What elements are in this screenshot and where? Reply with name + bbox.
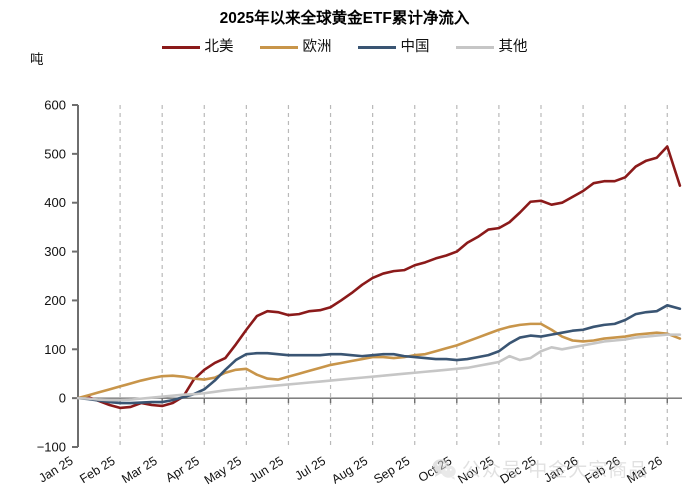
legend-label-other: 其他 [498, 39, 528, 55]
y-axis-unit-label: 吨 [30, 52, 44, 67]
x-axis-tick-label: Sep 25 [371, 454, 412, 487]
y-axis-tick-label: 500 [44, 146, 66, 161]
x-axis-tick-label: Mar 26 [624, 454, 664, 487]
x-axis-tick-label: Nov 25 [455, 454, 496, 487]
y-axis-tick-label: 400 [44, 195, 66, 210]
legend-item-other: 其他 [455, 39, 528, 55]
legend-swatch-china [357, 45, 396, 49]
page-title: 2025年以来全球黄金ETF累计净流入 [219, 10, 470, 27]
y-axis-tick-label: 0 [59, 391, 66, 406]
legend-swatch-other [455, 45, 494, 49]
x-axis-tick-label: Jun 25 [247, 454, 286, 486]
legend-item-north-america: 北美 [161, 39, 234, 55]
y-axis-tick-label: 100 [44, 342, 66, 357]
x-axis-tick-label: Feb 26 [582, 454, 622, 487]
x-axis-tick-label: Oct 25 [416, 454, 455, 485]
x-axis-tick-label: May 25 [202, 454, 244, 488]
x-axis-tick-label: Mar 25 [119, 454, 159, 487]
x-axis-tick-label: Apr 25 [163, 454, 202, 485]
y-axis-tick-label: 200 [44, 293, 66, 308]
y-axis-tick-label: −100 [37, 440, 66, 455]
y-axis-tick-label: 600 [44, 98, 66, 113]
legend-swatch-europe [259, 45, 298, 49]
chart-legend: 北美 欧洲 中国 其他 [0, 40, 689, 55]
legend-label-north-america: 北美 [204, 39, 234, 55]
x-axis-tick-label: Dec 25 [498, 454, 539, 487]
x-axis-tick-label: Jul 25 [292, 454, 328, 484]
x-axis-tick-label: Feb 25 [77, 454, 117, 487]
x-axis-tick-label: Jan 25 [36, 454, 75, 486]
series-line-欧洲 [76, 322, 682, 400]
series-line-中国 [76, 304, 682, 405]
legend-item-europe: 欧洲 [259, 39, 332, 55]
series-line-北美 [76, 145, 682, 410]
x-axis-tick-label: Aug 25 [329, 454, 370, 487]
legend-label-europe: 欧洲 [302, 39, 332, 55]
x-axis-tick-label: Jan 26 [541, 454, 580, 486]
series-line-其他 [76, 333, 682, 402]
y-axis-tick-label: 300 [44, 244, 66, 259]
legend-swatch-north-america [161, 45, 200, 49]
legend-label-china: 中国 [400, 39, 430, 55]
legend-item-china: 中国 [357, 39, 430, 55]
